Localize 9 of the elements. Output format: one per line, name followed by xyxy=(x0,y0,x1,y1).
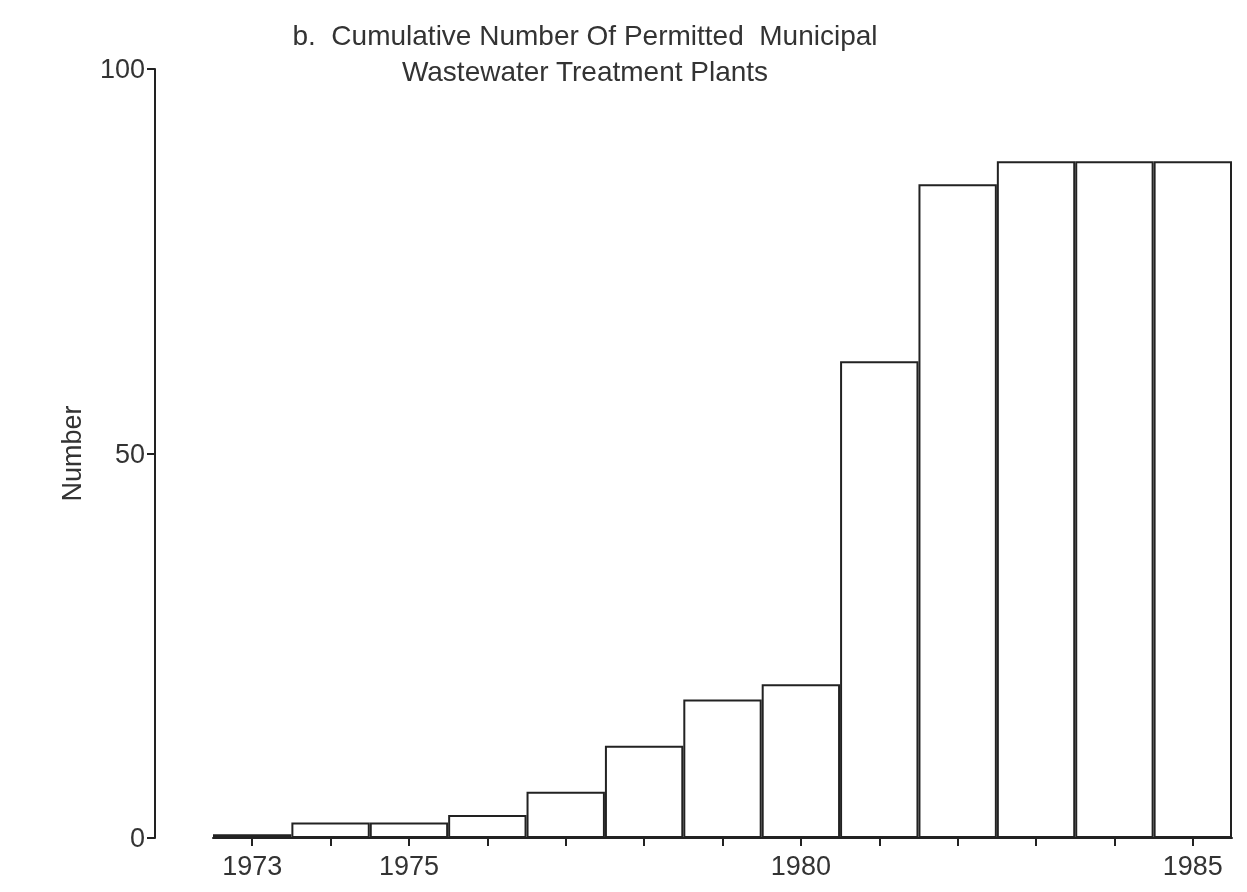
y-tick-label: 50 xyxy=(114,438,145,469)
x-tick-label: 1980 xyxy=(770,850,831,881)
chart-title: b. Cumulative Number Of Permitted Municipal Wastewater Treatment Plants xyxy=(292,19,878,87)
x-tick-label: 1985 xyxy=(1162,850,1223,881)
y-axis-title: Number xyxy=(56,405,87,502)
y-tick-label: 100 xyxy=(99,54,145,84)
y-tick-label: 0 xyxy=(129,823,145,853)
x-tick-label: 1973 xyxy=(222,850,283,881)
x-tick-label: 1975 xyxy=(378,850,439,881)
